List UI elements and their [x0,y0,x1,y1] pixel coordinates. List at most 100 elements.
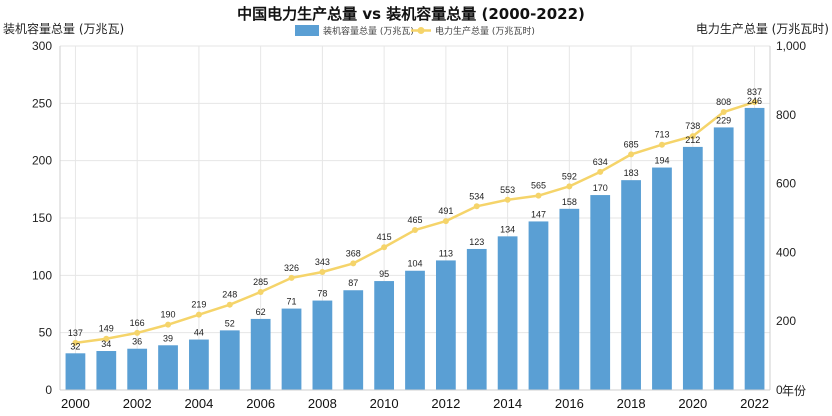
y-right-tick-label: 600 [776,177,796,191]
bar[interactable] [590,195,611,390]
line-point[interactable] [535,192,542,199]
bar-value-label: 158 [562,197,577,207]
bar[interactable] [127,348,148,390]
y-left-tick-label: 0 [45,383,52,397]
legend-item-line[interactable]: 电力生产总量 (万兆瓦时) [411,25,535,37]
line-point[interactable] [72,339,79,346]
bar[interactable] [312,300,333,390]
bar[interactable] [435,260,456,390]
line-point[interactable] [628,151,635,158]
line-point[interactable] [195,311,202,318]
x-tick-label: 2020 [678,396,707,411]
legend[interactable]: 装机容量总量 (万兆瓦) 电力生产总量 (万兆瓦时) [295,25,535,37]
y-left-tick-label: 50 [39,326,53,340]
bar-value-label: 87 [348,278,358,288]
bar[interactable] [96,351,117,390]
bar[interactable] [374,281,395,390]
line-value-label: 248 [222,290,237,300]
bar[interactable] [497,236,518,390]
line-point[interactable] [597,168,604,175]
line-point[interactable] [658,141,665,148]
data-labels: 32 34 36 39 44 52 62 71 78 87 95 104 113 123 134 147 158… [68,87,762,351]
line-point[interactable] [566,183,573,190]
line-value-label: 553 [500,185,515,195]
bar-value-label: 134 [500,224,515,234]
legend-swatch-marker [417,27,425,34]
bar-value-label: 104 [407,259,422,269]
bar[interactable] [652,167,672,390]
bar-value-label: 183 [624,168,639,178]
line-point[interactable] [412,227,418,234]
line-point[interactable] [103,335,110,342]
line-value-label: 592 [562,171,577,181]
line-point[interactable] [751,99,758,106]
line-point[interactable] [319,269,326,276]
line-point[interactable] [350,260,357,267]
line-value-label: 190 [161,310,176,320]
line-value-label: 368 [346,248,361,258]
x-tick-label: 2018 [617,396,646,411]
line-value-label: 166 [130,318,145,328]
line-value-label: 415 [377,232,392,242]
line-point[interactable] [473,203,480,210]
axes: 0 50 100 150 200 250 300 0 200 400 600 800 1,000 2000… [32,39,806,411]
line-point[interactable] [134,329,141,336]
line-point[interactable] [288,274,295,281]
line-series [72,99,758,346]
right-axis-title: 电力生产总量 (万兆瓦时) [696,22,829,36]
line-point[interactable] [689,133,696,140]
bar[interactable] [559,208,580,390]
bar[interactable] [466,248,487,390]
line-value-label: 565 [531,181,546,191]
y-left-tick-label: 300 [32,39,52,53]
x-tick-label: 2012 [431,396,460,411]
x-tick-label: 2002 [123,396,152,411]
line-value-label: 465 [407,215,422,225]
bar[interactable] [343,290,364,390]
line-value-label: 343 [315,257,330,267]
bar[interactable] [189,339,209,390]
bar-value-label: 170 [593,183,608,193]
line-point[interactable] [720,109,727,116]
bar[interactable] [621,180,641,390]
bar-value-label: 34 [101,339,111,349]
y-left-tick-label: 200 [32,154,52,168]
bar-value-label: 62 [256,307,266,317]
line-point[interactable] [504,196,511,203]
bar-value-label: 212 [685,135,700,145]
legend-item-bar[interactable]: 装机容量总量 (万兆瓦) [295,25,414,37]
x-tick-label: 2010 [370,396,399,411]
bar[interactable] [158,345,178,390]
legend-label-line: 电力生产总量 (万兆瓦时) [435,25,535,37]
line-point[interactable] [165,321,172,328]
bar[interactable] [682,146,703,390]
bar[interactable] [405,270,425,390]
line-value-label: 837 [747,87,762,97]
line-value-label: 685 [624,139,639,149]
bar[interactable] [281,308,302,390]
bar[interactable] [65,353,86,390]
line-point[interactable] [257,288,264,295]
bar[interactable] [713,127,734,390]
bar[interactable] [219,330,240,390]
bar[interactable] [528,221,549,390]
x-tick-label: 2008 [308,396,337,411]
y-right-tick-label: 400 [776,245,796,259]
y-right-tick-label: 1,000 [776,39,806,53]
line-point[interactable] [226,301,233,308]
line-point[interactable] [381,244,388,251]
bar-value-label: 44 [194,328,204,338]
y-right-tick-label: 0 [776,383,783,397]
bar[interactable] [744,107,765,391]
bar-value-label: 123 [469,237,484,247]
y-left-tick-label: 250 [32,96,52,110]
bar[interactable] [250,318,271,390]
bar-value-label: 194 [654,156,669,166]
y-right-tick-label: 200 [776,314,796,328]
x-tick-label: 2022 [740,396,769,411]
chart-title: 中国电力生产总量 vs 装机容量总量 (2000-2022) [237,5,585,23]
bar-value-label: 78 [317,289,327,299]
line-point[interactable] [442,218,449,225]
line-value-label: 285 [253,277,268,287]
bar-series [65,107,765,391]
